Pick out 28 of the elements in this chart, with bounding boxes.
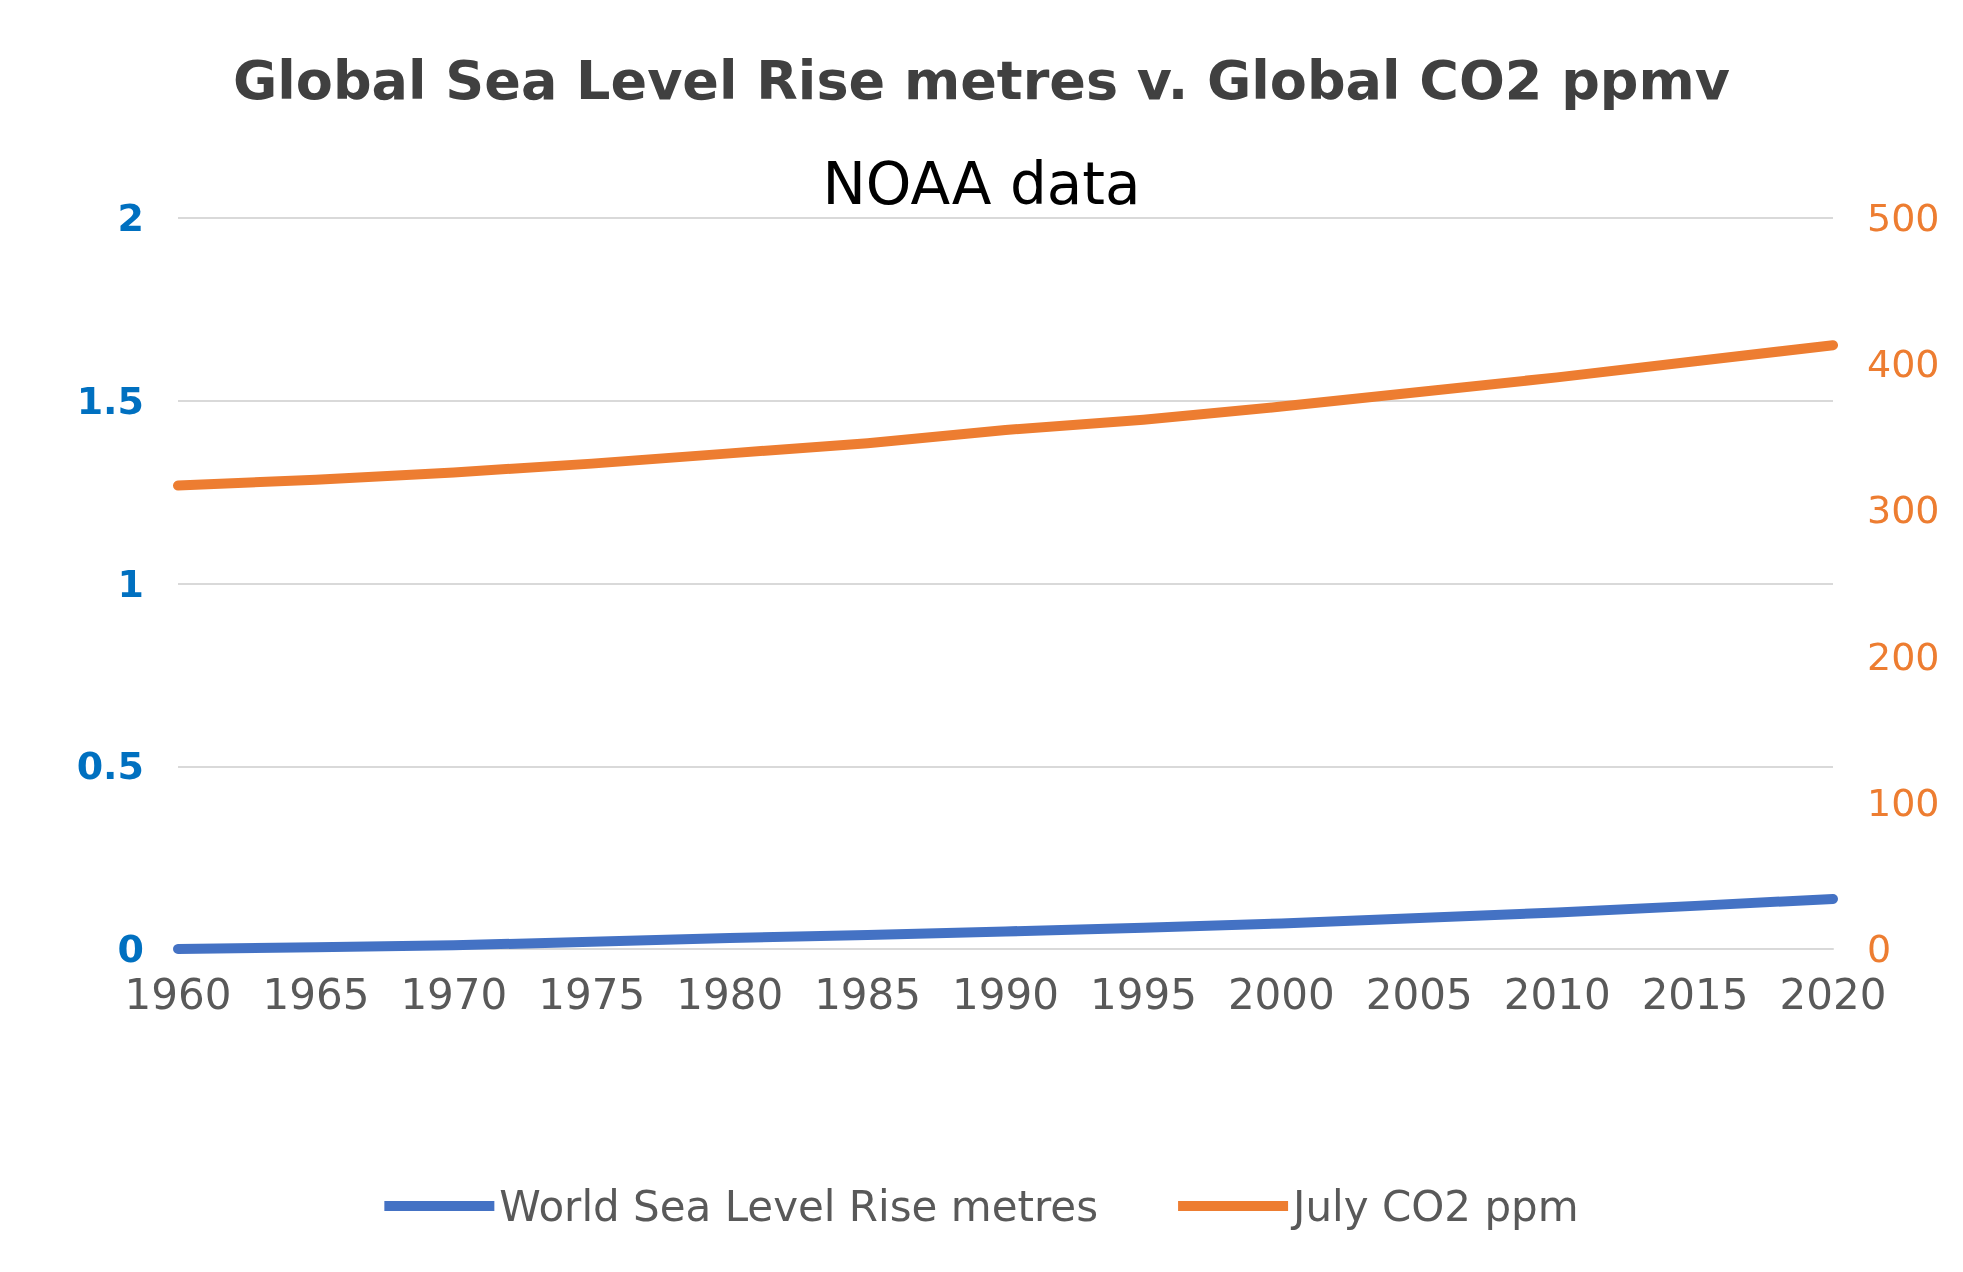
x-tick-label: 2000 [1227, 969, 1335, 1019]
y2-tick-label: 400 [1867, 342, 1940, 387]
chart-subtitle: NOAA data [822, 150, 1141, 218]
y2-tick-label: 0 [1867, 927, 1892, 971]
chart-title: Global Sea Level Rise metres v. Global CO2 ppmv [233, 48, 1730, 112]
x-tick-label: 1995 [1089, 969, 1197, 1019]
y-tick-label: 2 [117, 196, 144, 240]
x-tick-label: 2015 [1641, 969, 1749, 1019]
y-tick-label: 1 [117, 561, 144, 606]
x-tick-label: 1990 [952, 969, 1059, 1019]
y2-tick-label: 200 [1867, 634, 1940, 679]
x-tick-label: 2010 [1503, 969, 1611, 1019]
y-tick-label: 1.5 [76, 378, 144, 423]
y-tick-label: 0.5 [76, 744, 144, 789]
y-tick-label: 0 [117, 927, 144, 971]
x-tick-label: 1965 [262, 969, 370, 1019]
x-tick-label: 1975 [538, 969, 646, 1019]
x-tick-label: 2005 [1365, 969, 1473, 1019]
legend-label: July CO2 ppm [1290, 1181, 1579, 1231]
y2-tick-label: 300 [1867, 488, 1940, 533]
x-tick-label: 1970 [400, 969, 508, 1019]
x-tick-label: 1980 [676, 969, 784, 1019]
legend-label: World Sea Level Rise metres [499, 1181, 1099, 1231]
y2-tick-label: 500 [1867, 196, 1940, 240]
x-tick-label: 2020 [1779, 969, 1887, 1019]
y2-tick-label: 100 [1867, 780, 1940, 825]
x-tick-label: 1960 [124, 969, 232, 1019]
x-tick-label: 1985 [814, 969, 922, 1019]
